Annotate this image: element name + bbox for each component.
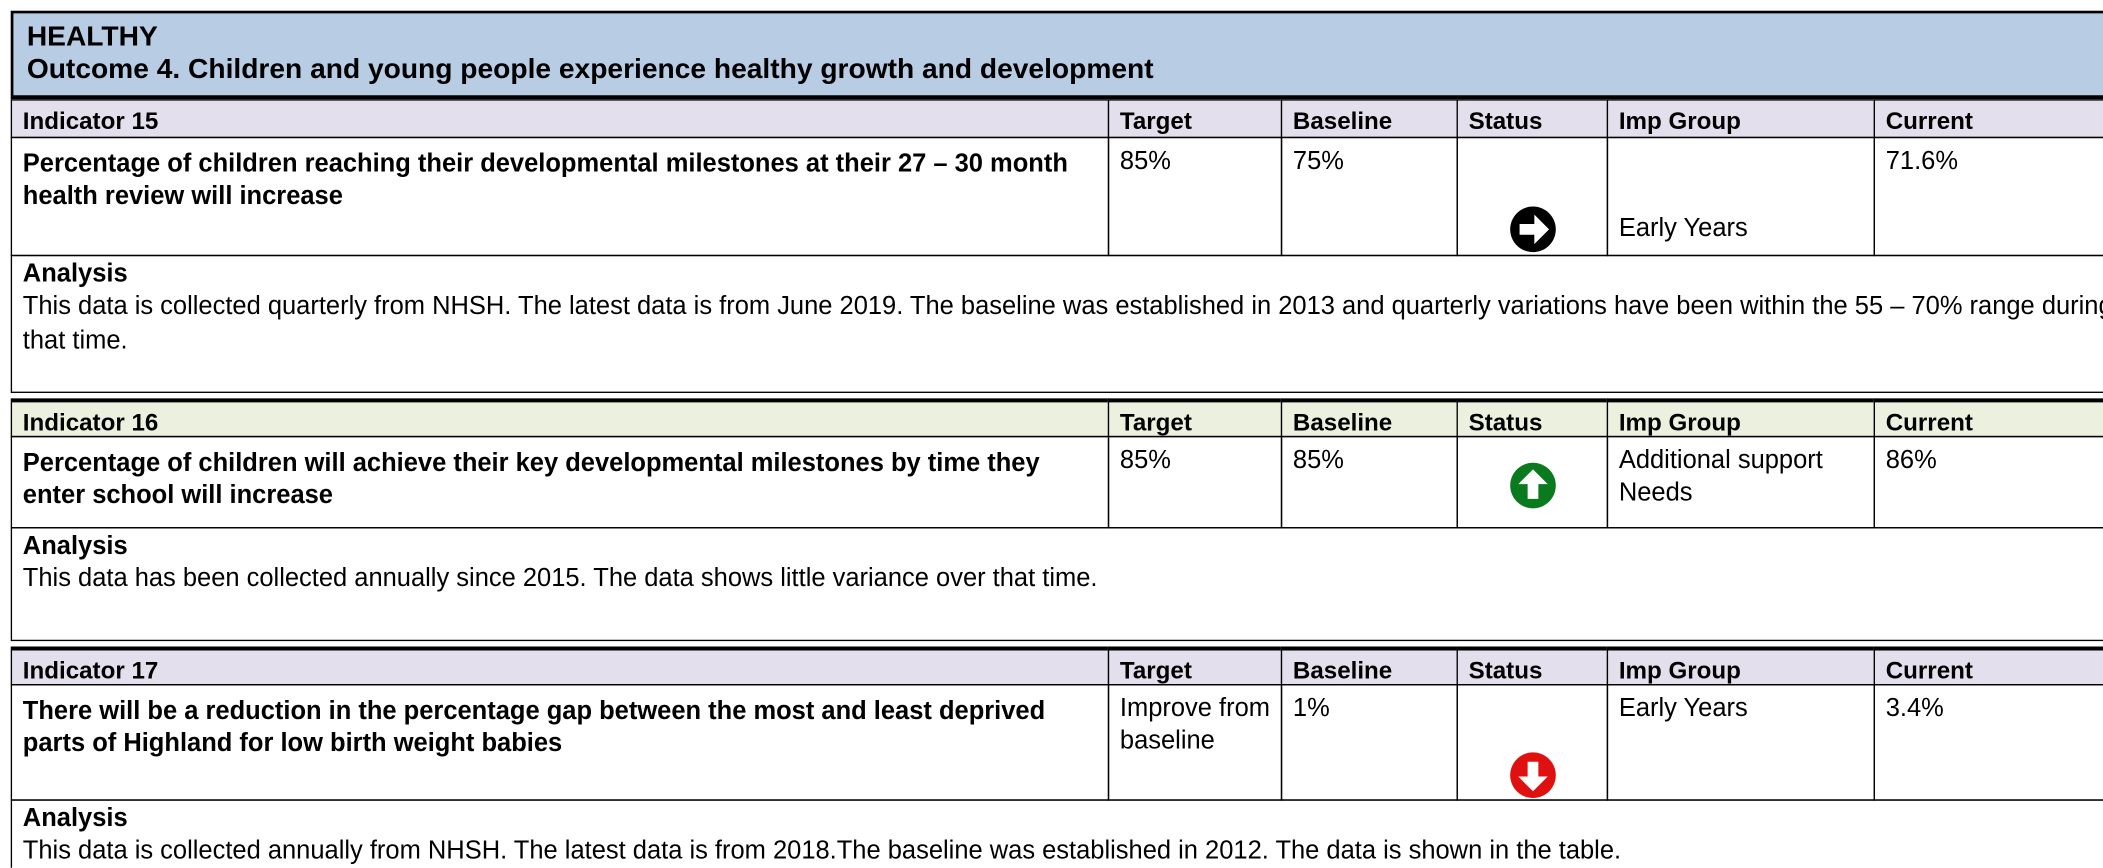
- column-header: Status: [1456, 398, 1609, 438]
- current-value: 3.4%: [1873, 684, 2103, 801]
- column-header: Current: [1873, 646, 2103, 686]
- analysis-text: This data has been collected annually si…: [22, 564, 1098, 593]
- target-value: 85%: [1107, 435, 1283, 529]
- analysis-text: This data is collected annually from NHS…: [22, 836, 1622, 866]
- header-title: HEALTHY: [26, 21, 158, 53]
- baseline-value: 1%: [1280, 684, 1458, 801]
- target-value: Improve from baseline: [1107, 684, 1283, 801]
- column-header: Status: [1456, 99, 1609, 139]
- target-value: 85%: [1107, 136, 1283, 257]
- indicator-description: There will be a reduction in the percent…: [10, 684, 1110, 801]
- column-header: Indicator 17: [10, 646, 1110, 686]
- baseline-value: 75%: [1280, 136, 1458, 257]
- analysis-cell: Analysis This data is collected annually …: [10, 799, 2103, 868]
- column-header: Indicator 16: [10, 398, 1110, 438]
- status-cell: [1456, 136, 1609, 257]
- analysis-cell: Analysis This data is collected quarterly…: [10, 254, 2103, 393]
- column-header: Baseline: [1280, 99, 1458, 139]
- column-header: Status: [1456, 646, 1609, 686]
- analysis-cell: Analysis This data has been collected ann…: [10, 527, 2103, 642]
- current-value: 71.6%: [1873, 136, 2103, 257]
- analysis-title: Analysis: [22, 804, 128, 833]
- header-band: HEALTHY Outcome 4. Children and young pe…: [10, 10, 2103, 100]
- column-header: Imp Group: [1606, 646, 1875, 686]
- column-header: Target: [1107, 398, 1283, 438]
- column-header: Baseline: [1280, 646, 1458, 686]
- column-header: Indicator 15: [10, 99, 1110, 139]
- column-header: Imp Group: [1606, 398, 1875, 438]
- status-icon: [1510, 752, 1556, 799]
- column-header: Imp Group: [1606, 99, 1875, 139]
- imp-group-value: Early Years: [1606, 136, 1875, 257]
- status-icon: [1510, 462, 1556, 509]
- baseline-value: 85%: [1280, 435, 1458, 529]
- analysis-title: Analysis: [22, 532, 128, 561]
- column-header: Baseline: [1280, 398, 1458, 438]
- column-header: Current: [1873, 99, 2103, 139]
- status-icon: [1510, 206, 1556, 253]
- status-cell: [1456, 435, 1609, 529]
- indicator-description: Percentage of children reaching their de…: [10, 136, 1110, 257]
- header-subtitle: Outcome 4. Children and young people exp…: [26, 53, 1154, 85]
- imp-group-value: Additional support Needs: [1606, 435, 1875, 529]
- analysis-text: This data is collected quarterly from NH…: [22, 292, 2103, 356]
- current-value: 86%: [1873, 435, 2103, 529]
- imp-group-value: Early Years: [1606, 684, 1875, 801]
- column-header: Target: [1107, 646, 1283, 686]
- analysis-title: Analysis: [22, 260, 128, 289]
- column-header: Target: [1107, 99, 1283, 139]
- column-header: Current: [1873, 398, 2103, 438]
- indicator-description: Percentage of children will achieve thei…: [10, 435, 1110, 529]
- status-cell: [1456, 684, 1609, 801]
